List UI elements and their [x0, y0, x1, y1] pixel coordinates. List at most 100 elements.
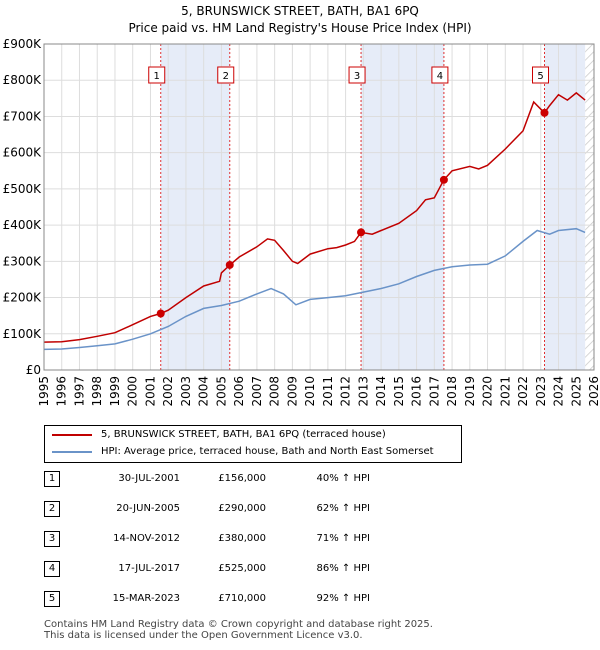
x-tick-label: 1998 — [90, 376, 104, 407]
price-chart: 1 2 3 4 5 £0 £100K £200K £300K £400K £500K £600K £70… — [3, 37, 600, 407]
x-tick-label: 2003 — [179, 376, 193, 407]
sale-number-label: 4 — [437, 71, 443, 82]
x-tick-label: 2004 — [197, 376, 211, 407]
table-row: 2 20-JUN-2005 £290,000 62% ↑ HPI — [0, 501, 600, 525]
sale-number-box — [348, 66, 366, 84]
y-tick-label: £500K — [3, 182, 43, 196]
transaction-price: £156,000 — [218, 473, 266, 484]
sale-number-box — [217, 66, 235, 84]
x-tick-label: 2009 — [285, 376, 299, 407]
sale-number-box — [431, 66, 449, 84]
table-row: 4 17-JUL-2017 £525,000 86% ↑ HPI — [0, 561, 600, 585]
y-tick-label: £300K — [3, 254, 43, 268]
y-tick-label: £400K — [3, 218, 43, 232]
y-tick-label: £0 — [26, 363, 41, 377]
x-tick-label: 2001 — [143, 376, 157, 407]
x-tick-label: 2026 — [587, 376, 600, 407]
x-tick-label: 1995 — [37, 376, 51, 407]
transaction-hpi: 62% ↑ HPI — [316, 503, 370, 514]
x-tick-label: 2016 — [410, 376, 424, 407]
x-tick-label: 2013 — [356, 376, 370, 407]
hpi-line — [43, 227, 586, 351]
x-tick-label: 1996 — [55, 376, 69, 407]
transaction-price: £710,000 — [218, 593, 266, 604]
x-tick-label: 2018 — [445, 376, 459, 407]
forecast-hatch — [585, 44, 594, 370]
transaction-number: 1 — [44, 471, 60, 487]
x-tick-label: 2017 — [427, 376, 441, 407]
shaded-range — [160, 44, 230, 370]
chart-subtitle: Price paid vs. HM Land Registry's House … — [128, 21, 472, 35]
transaction-hpi: 40% ↑ HPI — [316, 473, 370, 484]
sale-point — [540, 108, 549, 117]
transaction-price: £290,000 — [218, 503, 266, 514]
legend-swatch-hpi — [52, 451, 92, 453]
x-tick-label: 2000 — [126, 376, 140, 407]
x-tick-label: 1997 — [72, 376, 86, 407]
table-row: 5 15-MAR-2023 £710,000 92% ↑ HPI — [0, 591, 600, 615]
y-tick-label: £200K — [3, 291, 43, 305]
footer-copyright: Contains HM Land Registry data © Crown c… — [44, 619, 433, 630]
transaction-hpi: 92% ↑ HPI — [316, 593, 370, 604]
y-tick-label: £800K — [3, 73, 43, 87]
x-tick-label: 1999 — [108, 376, 122, 407]
x-tick-label: 2014 — [374, 376, 388, 407]
property-price-line — [43, 91, 586, 343]
shaded-range — [544, 44, 586, 370]
sale-point — [357, 228, 366, 237]
x-tick-label: 2021 — [498, 376, 512, 407]
legend-label-property: 5, BRUNSWICK STREET, BATH, BA1 6PQ (terr… — [101, 429, 386, 440]
x-tick-label: 2023 — [534, 376, 548, 407]
sale-number-label: 5 — [537, 71, 543, 82]
y-tick-label: £100K — [3, 327, 43, 341]
x-tick-label: 2010 — [303, 376, 317, 407]
x-tick-label: 2012 — [339, 376, 353, 407]
transaction-hpi: 86% ↑ HPI — [316, 563, 370, 574]
table-row: 1 30-JUL-2001 £156,000 40% ↑ HPI — [0, 471, 600, 495]
y-tick-label: £600K — [3, 146, 43, 160]
x-tick-label: 2024 — [552, 376, 566, 407]
sale-number-label: 3 — [354, 71, 360, 82]
sale-number-label: 1 — [154, 71, 160, 82]
sale-point — [225, 260, 234, 269]
x-tick-label: 2007 — [250, 376, 264, 407]
x-tick-label: 2008 — [268, 376, 282, 407]
transaction-date: 30-JUL-2001 — [118, 473, 180, 484]
chart-title: 5, BRUNSWICK STREET, BATH, BA1 6PQ — [181, 4, 419, 18]
transaction-date: 20-JUN-2005 — [116, 503, 180, 514]
x-tick-label: 2020 — [481, 376, 495, 407]
transaction-number: 5 — [44, 591, 60, 607]
x-tick-label: 2006 — [232, 376, 246, 407]
transaction-price: £525,000 — [218, 563, 266, 574]
transaction-number: 2 — [44, 501, 60, 517]
x-tick-label: 2011 — [321, 376, 335, 407]
x-tick-label: 2022 — [516, 376, 530, 407]
transaction-price: £380,000 — [218, 533, 266, 544]
x-tick-label: 2025 — [569, 376, 583, 407]
chart-legend: 5, BRUNSWICK STREET, BATH, BA1 6PQ (terr… — [44, 425, 462, 463]
transaction-number: 3 — [44, 531, 60, 547]
plot-area — [44, 44, 594, 370]
x-tick-label: 2002 — [161, 376, 175, 407]
sale-point — [439, 175, 448, 184]
transaction-date: 17-JUL-2017 — [118, 563, 180, 574]
footer-licence: This data is licensed under the Open Gov… — [44, 630, 363, 641]
x-tick-label: 2019 — [463, 376, 477, 407]
y-tick-label: £700K — [3, 109, 43, 123]
legend-label-hpi: HPI: Average price, terraced house, Bath… — [101, 446, 434, 457]
x-tick-label: 2015 — [392, 376, 406, 407]
transaction-number: 4 — [44, 561, 60, 577]
sale-number-label: 2 — [223, 71, 229, 82]
sale-point — [156, 309, 165, 318]
legend-swatch-property — [52, 434, 92, 436]
table-row: 3 14-NOV-2012 £380,000 71% ↑ HPI — [0, 531, 600, 555]
sale-number-box — [532, 66, 549, 84]
transaction-hpi: 71% ↑ HPI — [316, 533, 370, 544]
plot-frame — [43, 43, 595, 371]
y-tick-label: £900K — [3, 37, 43, 51]
transaction-date: 14-NOV-2012 — [113, 533, 180, 544]
x-tick-label: 2005 — [214, 376, 228, 407]
shaded-range — [361, 44, 444, 370]
transaction-date: 15-MAR-2023 — [112, 593, 180, 604]
footer: Contains HM Land Registry data © Crown c… — [44, 619, 433, 641]
